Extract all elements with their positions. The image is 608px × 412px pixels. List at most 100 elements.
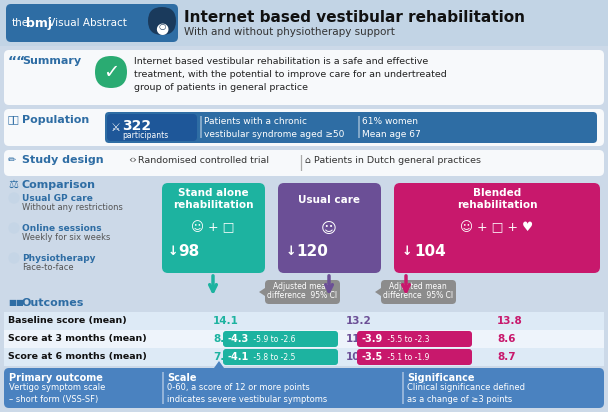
Text: Adjusted mean: Adjusted mean bbox=[389, 282, 447, 291]
Text: Primary outcome: Primary outcome bbox=[9, 373, 103, 383]
Text: Visual Abstract: Visual Abstract bbox=[45, 18, 127, 28]
FancyBboxPatch shape bbox=[265, 280, 340, 304]
Text: 人人: 人人 bbox=[8, 114, 19, 124]
Text: Population: Population bbox=[22, 115, 89, 125]
Circle shape bbox=[9, 253, 19, 263]
Text: Weekly for six weeks: Weekly for six weeks bbox=[22, 233, 111, 242]
Polygon shape bbox=[259, 288, 265, 296]
Text: -5.5 to -2.3: -5.5 to -2.3 bbox=[385, 335, 429, 344]
Text: Online sessions: Online sessions bbox=[22, 224, 102, 233]
Bar bbox=[200, 116, 201, 138]
FancyBboxPatch shape bbox=[162, 183, 265, 273]
Text: ↓: ↓ bbox=[402, 245, 412, 258]
Text: Study design: Study design bbox=[22, 155, 103, 165]
Text: ☺: ☺ bbox=[321, 221, 337, 236]
FancyBboxPatch shape bbox=[6, 4, 178, 42]
Text: Blended
rehabilitation: Blended rehabilitation bbox=[457, 188, 537, 211]
FancyBboxPatch shape bbox=[357, 349, 472, 365]
Text: Patients with a chronic
vestibular syndrome aged ≥50: Patients with a chronic vestibular syndr… bbox=[204, 117, 344, 138]
Text: difference  95% CI: difference 95% CI bbox=[383, 291, 453, 300]
Text: ☺ + □ + ♥: ☺ + □ + ♥ bbox=[460, 221, 534, 234]
Text: Baseline score (mean): Baseline score (mean) bbox=[8, 316, 126, 325]
Text: 98: 98 bbox=[178, 244, 199, 259]
Text: 322: 322 bbox=[122, 119, 151, 133]
Text: ●: ● bbox=[156, 21, 168, 36]
Text: ○: ○ bbox=[158, 22, 165, 31]
Text: ⌂ Patients in Dutch general practices: ⌂ Patients in Dutch general practices bbox=[305, 156, 481, 165]
Text: -5.9 to -2.6: -5.9 to -2.6 bbox=[251, 335, 295, 344]
Text: ✓: ✓ bbox=[103, 63, 119, 82]
Bar bbox=[358, 116, 359, 138]
FancyBboxPatch shape bbox=[105, 112, 597, 143]
Text: difference  95% CI: difference 95% CI bbox=[267, 291, 337, 300]
FancyBboxPatch shape bbox=[223, 349, 338, 365]
Text: -3.9: -3.9 bbox=[361, 334, 382, 344]
Text: Scale: Scale bbox=[167, 373, 196, 383]
Bar bbox=[4, 348, 604, 366]
Text: ☺ + □: ☺ + □ bbox=[192, 221, 235, 234]
Text: 61% women
Mean age 67: 61% women Mean age 67 bbox=[362, 117, 421, 138]
Bar bbox=[4, 312, 604, 330]
Circle shape bbox=[9, 223, 19, 233]
FancyBboxPatch shape bbox=[107, 114, 197, 141]
FancyBboxPatch shape bbox=[4, 368, 604, 408]
Text: 8.6: 8.6 bbox=[497, 334, 516, 344]
FancyBboxPatch shape bbox=[4, 109, 604, 146]
Text: Randomised controlled trial: Randomised controlled trial bbox=[138, 156, 269, 165]
Text: Face-to-face: Face-to-face bbox=[22, 263, 74, 272]
Text: -5.8 to -2.5: -5.8 to -2.5 bbox=[251, 353, 295, 361]
Text: 13.8: 13.8 bbox=[497, 316, 523, 326]
Text: Significance: Significance bbox=[407, 373, 474, 383]
Text: 104: 104 bbox=[414, 244, 446, 259]
FancyBboxPatch shape bbox=[357, 331, 472, 347]
Text: -3.5: -3.5 bbox=[361, 352, 382, 362]
Text: Summary: Summary bbox=[22, 56, 81, 66]
Text: Clinical significance defined
as a change of ≥3 points: Clinical significance defined as a chang… bbox=[407, 383, 525, 404]
Text: -4.3: -4.3 bbox=[227, 334, 248, 344]
Text: Stand alone
rehabilitation: Stand alone rehabilitation bbox=[173, 188, 254, 211]
Text: ⚔: ⚔ bbox=[110, 123, 120, 133]
Text: ““: ““ bbox=[8, 55, 26, 69]
Text: 13.2: 13.2 bbox=[346, 316, 371, 326]
FancyBboxPatch shape bbox=[148, 7, 176, 35]
Text: ‹›: ‹› bbox=[128, 155, 137, 165]
Text: Internet based vestibular rehabilitation: Internet based vestibular rehabilitation bbox=[184, 10, 525, 25]
Text: -5.1 to -1.9: -5.1 to -1.9 bbox=[385, 353, 429, 361]
Text: 10.9: 10.9 bbox=[346, 352, 371, 362]
FancyBboxPatch shape bbox=[95, 56, 127, 88]
FancyBboxPatch shape bbox=[278, 183, 381, 273]
FancyBboxPatch shape bbox=[394, 183, 600, 273]
Text: 11.5: 11.5 bbox=[346, 334, 371, 344]
Text: 0-60, a score of 12 or more points
indicates severe vestibular symptoms: 0-60, a score of 12 or more points indic… bbox=[167, 383, 327, 404]
Polygon shape bbox=[214, 361, 224, 368]
Text: Physiotherapy: Physiotherapy bbox=[22, 254, 95, 263]
Text: With and without physiotherapy support: With and without physiotherapy support bbox=[184, 27, 395, 37]
Text: -4.1: -4.1 bbox=[227, 352, 248, 362]
Text: Vertigo symptom scale
– short form (VSS-SF): Vertigo symptom scale – short form (VSS-… bbox=[9, 383, 105, 404]
Text: Adjusted mean: Adjusted mean bbox=[273, 282, 331, 291]
Text: 8.7: 8.7 bbox=[497, 352, 516, 362]
Polygon shape bbox=[375, 288, 381, 296]
Bar bbox=[4, 330, 604, 348]
Text: 8.1: 8.1 bbox=[213, 334, 232, 344]
FancyBboxPatch shape bbox=[4, 150, 604, 176]
Text: Outcomes: Outcomes bbox=[22, 298, 85, 308]
Text: the: the bbox=[12, 18, 29, 28]
Text: Comparison: Comparison bbox=[22, 180, 96, 190]
Text: Score at 3 months (mean): Score at 3 months (mean) bbox=[8, 335, 147, 344]
FancyBboxPatch shape bbox=[4, 50, 604, 105]
Text: ↓: ↓ bbox=[286, 245, 297, 258]
Text: Without any restrictions: Without any restrictions bbox=[22, 203, 123, 212]
Text: 14.1: 14.1 bbox=[213, 316, 239, 326]
Text: ⚖: ⚖ bbox=[8, 180, 18, 190]
Text: Usual care: Usual care bbox=[298, 195, 360, 205]
Bar bbox=[402, 372, 404, 404]
FancyBboxPatch shape bbox=[223, 331, 338, 347]
FancyBboxPatch shape bbox=[381, 280, 456, 304]
Text: ↓: ↓ bbox=[168, 245, 179, 258]
Bar bbox=[0, 0, 608, 46]
Text: participants: participants bbox=[122, 131, 168, 140]
Text: |: | bbox=[298, 155, 303, 171]
Text: bmj: bmj bbox=[26, 16, 52, 30]
Bar bbox=[4, 178, 604, 296]
